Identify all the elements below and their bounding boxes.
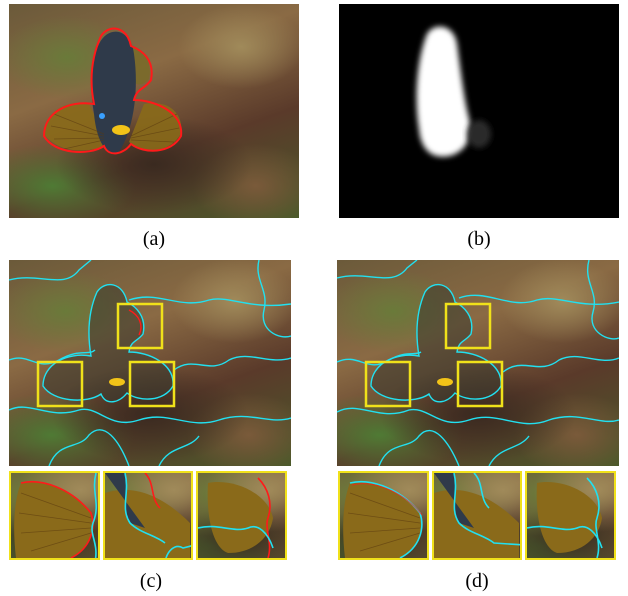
crop-d1-drawing bbox=[343, 481, 423, 558]
caption-c: (c) bbox=[139, 570, 163, 592]
crop-d2-drawing bbox=[434, 473, 520, 558]
mask-illustration bbox=[416, 26, 491, 157]
highlight-box-top bbox=[116, 302, 164, 350]
crop-c1-drawing bbox=[14, 473, 97, 558]
caption-b: (b) bbox=[467, 228, 491, 250]
fish-illustration bbox=[42, 27, 183, 155]
caption-a: (a) bbox=[142, 228, 166, 250]
highlight-box-right bbox=[128, 360, 176, 408]
crop-d-top-fin bbox=[432, 471, 522, 560]
highlight-box-left bbox=[364, 360, 412, 408]
crop-c2-drawing bbox=[105, 473, 191, 558]
caption-d: (d) bbox=[465, 570, 489, 592]
highlight-box-right bbox=[456, 360, 504, 408]
highlight-box-top bbox=[444, 302, 492, 350]
crop-c3-drawing bbox=[198, 477, 274, 558]
highlight-box-left bbox=[36, 360, 84, 408]
superpixel-overlay-d bbox=[337, 260, 619, 466]
panel-c-image bbox=[9, 260, 291, 466]
crop-d-right-fin bbox=[525, 471, 616, 560]
crop-d3-drawing bbox=[527, 477, 603, 558]
crop-c-top-fin bbox=[103, 471, 193, 560]
crop-c-left-fin bbox=[9, 471, 100, 560]
panel-d-image bbox=[337, 260, 619, 466]
panel-b-mask bbox=[339, 4, 619, 218]
crop-c-right-fin bbox=[196, 471, 287, 560]
crop-d-left-fin bbox=[338, 471, 429, 560]
superpixel-overlay-c bbox=[9, 260, 291, 466]
panel-a-image bbox=[9, 4, 299, 218]
